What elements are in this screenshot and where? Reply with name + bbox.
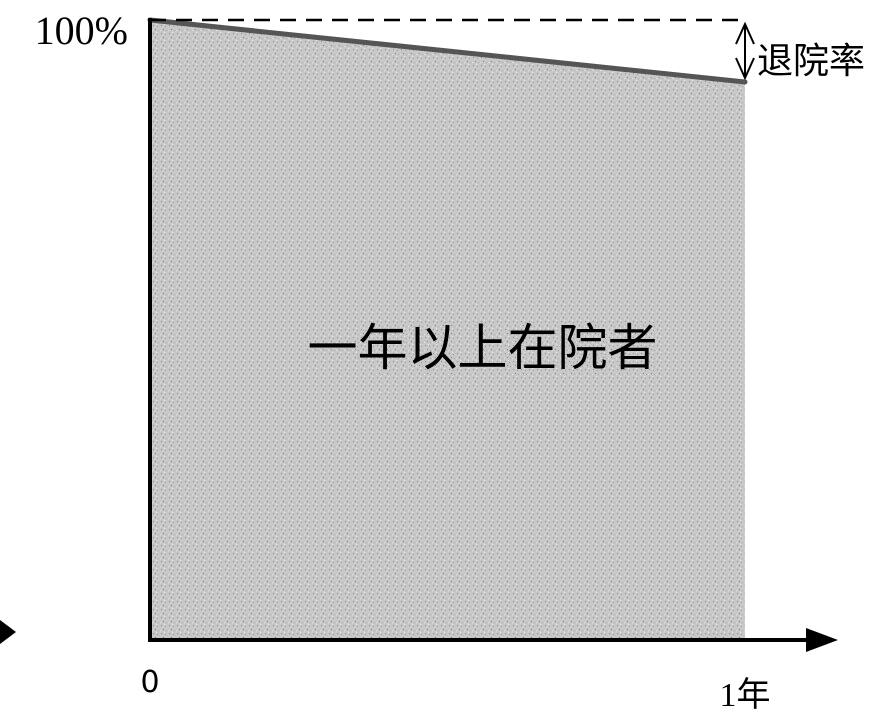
- x-start-label: 0: [140, 665, 159, 700]
- discharge-rate-label: 退院率: [757, 41, 865, 82]
- x-end-label: 1年: [720, 676, 771, 709]
- discharge-rate-arrowhead-up: [735, 21, 755, 45]
- left-arrowhead: [0, 620, 16, 644]
- discharge-rate-arrowhead-down: [735, 57, 755, 81]
- area-label: 一年以上在院者: [308, 319, 658, 377]
- y-max-label: 100%: [35, 8, 128, 53]
- area-fill: [150, 20, 745, 640]
- x-axis-arrowhead: [806, 628, 838, 652]
- retention-line: [147, 17, 748, 85]
